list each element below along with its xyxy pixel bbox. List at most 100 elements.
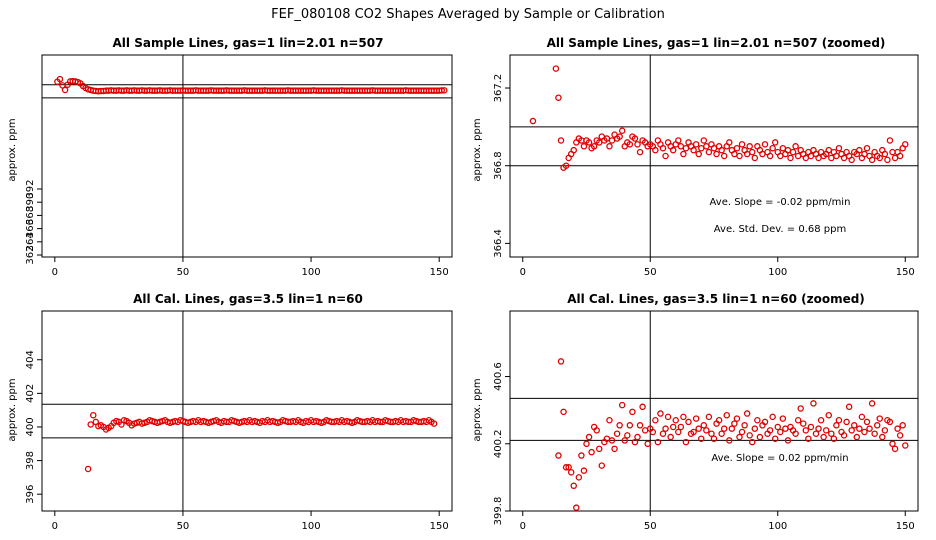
y-tick-label: 366 — [25, 219, 36, 238]
data-point — [861, 428, 868, 436]
data-point — [430, 420, 438, 427]
data-point — [769, 144, 776, 152]
data-point — [624, 432, 631, 439]
x-tick-label: 0 — [52, 267, 58, 278]
data-point — [861, 150, 868, 158]
data-point — [438, 87, 445, 94]
data-point — [845, 403, 853, 411]
data-point — [731, 420, 738, 427]
data-point — [585, 433, 593, 441]
data-point — [751, 425, 759, 432]
data-point — [570, 482, 578, 490]
data-point — [761, 141, 769, 148]
data-point — [590, 143, 598, 150]
panel-cal-lines-zoomed: All Cal. Lines, gas=3.5 lin=1 n=60 (zoom… — [472, 292, 919, 532]
data-point — [703, 427, 710, 434]
data-point — [718, 430, 725, 437]
data-point — [652, 146, 659, 154]
data-point — [891, 445, 899, 453]
data-point — [835, 144, 843, 152]
y-tick-label: 390 — [25, 193, 36, 212]
annotation-text: Ave. Std. Dev. = 0.68 ppm — [714, 224, 846, 235]
data-point — [618, 401, 626, 409]
data-point — [700, 422, 708, 429]
data-point — [840, 154, 848, 162]
y-tick-label: 368 — [25, 206, 36, 225]
data-point — [710, 435, 718, 442]
y-tick-label: 364 — [25, 232, 36, 251]
data-point — [575, 474, 583, 481]
data-point — [639, 403, 646, 411]
data-point — [738, 428, 746, 436]
data-point — [616, 133, 623, 140]
data-point — [825, 146, 833, 154]
data-point — [700, 137, 708, 144]
data-point — [871, 430, 878, 437]
data-point — [794, 152, 802, 160]
data-point — [726, 139, 733, 146]
data-point — [840, 432, 848, 439]
y-axis-label: approx. ppm — [472, 118, 483, 181]
data-point — [682, 144, 690, 152]
x-tick-label: 0 — [52, 521, 58, 532]
data-point — [830, 435, 838, 442]
data-point — [705, 413, 713, 421]
data-point — [562, 464, 570, 471]
data-point — [868, 156, 876, 164]
data-point — [705, 148, 713, 156]
x-tick-label: 150 — [430, 521, 449, 532]
y-tick-label: 392 — [25, 179, 36, 198]
data-point — [672, 416, 680, 424]
data-point — [881, 427, 889, 434]
data-point — [677, 423, 685, 431]
x-tick-label: 0 — [520, 267, 526, 278]
data-point — [692, 415, 700, 422]
data-point — [529, 117, 537, 125]
data-point — [680, 413, 687, 421]
data-point — [667, 433, 674, 441]
annotation-text: Ave. Slope = 0.02 ppm/min — [711, 453, 848, 464]
data-point — [779, 415, 787, 422]
data-point — [769, 413, 776, 421]
x-tick-label: 50 — [177, 267, 190, 278]
y-tick-label: 402 — [25, 384, 36, 403]
data-point — [662, 425, 669, 432]
data-point — [641, 427, 649, 434]
data-point — [797, 405, 804, 412]
data-point — [894, 425, 901, 432]
data-point — [606, 143, 613, 150]
data-point — [652, 416, 659, 424]
data-point — [761, 418, 769, 426]
data-point — [636, 148, 644, 156]
x-tick-label: 100 — [768, 267, 787, 278]
data-point — [565, 464, 572, 471]
data-point — [766, 427, 774, 434]
data-point — [766, 152, 774, 160]
data-point — [441, 87, 448, 94]
data-point — [598, 462, 606, 469]
data-point — [611, 445, 618, 453]
data-point — [580, 143, 588, 150]
y-tick-label: 367.2 — [493, 74, 504, 103]
data-point — [555, 94, 562, 101]
data-point — [759, 150, 766, 158]
data-point — [662, 152, 669, 160]
data-point — [726, 437, 733, 444]
y-axis-label: approx. ppm — [7, 378, 18, 441]
x-tick-label: 150 — [896, 267, 915, 278]
data-point — [902, 442, 909, 449]
data-point — [873, 422, 881, 429]
x-tick-label: 50 — [177, 521, 190, 532]
data-point — [843, 418, 850, 426]
data-point — [876, 154, 884, 162]
data-point — [866, 425, 873, 432]
data-point — [636, 422, 644, 429]
y-tick-label: 404 — [25, 350, 36, 369]
data-point — [738, 141, 746, 148]
data-point — [675, 428, 682, 436]
data-point — [848, 427, 855, 434]
data-point — [657, 410, 664, 417]
data-point — [718, 146, 725, 154]
data-point — [736, 152, 743, 160]
data-point — [703, 143, 710, 150]
